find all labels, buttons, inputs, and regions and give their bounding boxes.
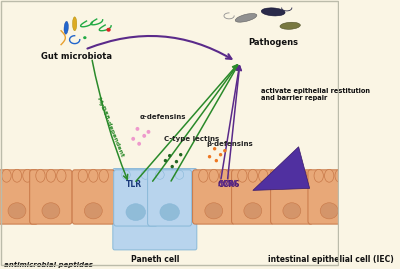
- Ellipse shape: [42, 203, 60, 219]
- Ellipse shape: [168, 154, 171, 157]
- Ellipse shape: [126, 204, 146, 221]
- Ellipse shape: [122, 170, 130, 179]
- Ellipse shape: [131, 137, 135, 141]
- Ellipse shape: [179, 153, 182, 157]
- Text: Pathogens: Pathogens: [248, 38, 298, 47]
- Ellipse shape: [238, 169, 247, 182]
- Ellipse shape: [261, 8, 285, 16]
- FancyBboxPatch shape: [114, 170, 158, 226]
- Ellipse shape: [2, 169, 11, 182]
- Text: intestinal epithelial cell (IEC): intestinal epithelial cell (IEC): [268, 255, 394, 264]
- Ellipse shape: [259, 169, 268, 182]
- Ellipse shape: [160, 204, 180, 221]
- FancyBboxPatch shape: [308, 170, 350, 224]
- Ellipse shape: [314, 169, 323, 182]
- Ellipse shape: [277, 169, 286, 182]
- Ellipse shape: [36, 169, 45, 182]
- Ellipse shape: [223, 149, 226, 153]
- Ellipse shape: [235, 13, 257, 22]
- Ellipse shape: [320, 203, 338, 219]
- FancyBboxPatch shape: [232, 170, 274, 224]
- Polygon shape: [253, 147, 310, 190]
- Ellipse shape: [280, 22, 300, 29]
- Ellipse shape: [283, 203, 301, 219]
- Text: CCR6: CCR6: [218, 180, 240, 189]
- Ellipse shape: [170, 165, 174, 168]
- Ellipse shape: [78, 169, 88, 182]
- Ellipse shape: [89, 169, 98, 182]
- Ellipse shape: [99, 169, 108, 182]
- Ellipse shape: [83, 36, 86, 39]
- Ellipse shape: [335, 169, 344, 182]
- Text: TLR: TLR: [126, 180, 142, 189]
- FancyBboxPatch shape: [113, 169, 197, 250]
- Text: antimicrobial peptides: antimicrobial peptides: [4, 262, 93, 268]
- Ellipse shape: [84, 203, 102, 219]
- Text: β-defensins: β-defensins: [206, 141, 253, 147]
- Ellipse shape: [136, 127, 139, 131]
- Text: Paneth cell: Paneth cell: [131, 255, 180, 264]
- Ellipse shape: [156, 170, 164, 179]
- Ellipse shape: [213, 147, 216, 150]
- Ellipse shape: [298, 169, 307, 182]
- Ellipse shape: [205, 203, 223, 219]
- Ellipse shape: [215, 159, 218, 162]
- Ellipse shape: [142, 134, 146, 138]
- Ellipse shape: [208, 155, 211, 158]
- FancyBboxPatch shape: [148, 170, 192, 226]
- Ellipse shape: [220, 169, 229, 182]
- Ellipse shape: [248, 169, 258, 182]
- Ellipse shape: [72, 17, 77, 31]
- Ellipse shape: [219, 153, 222, 157]
- Text: Gut microbiota: Gut microbiota: [41, 52, 112, 61]
- Ellipse shape: [287, 169, 296, 182]
- Ellipse shape: [209, 169, 218, 182]
- Text: C-type lectins: C-type lectins: [164, 136, 219, 142]
- Ellipse shape: [137, 142, 141, 146]
- Ellipse shape: [164, 159, 167, 162]
- FancyBboxPatch shape: [271, 170, 313, 224]
- Ellipse shape: [106, 28, 111, 32]
- Text: activate epithelial restitution
and barrier repair: activate epithelial restitution and barr…: [261, 88, 370, 101]
- FancyBboxPatch shape: [192, 170, 235, 224]
- Ellipse shape: [64, 21, 68, 34]
- Ellipse shape: [141, 170, 150, 179]
- Ellipse shape: [146, 130, 150, 134]
- Ellipse shape: [175, 170, 184, 179]
- Ellipse shape: [324, 169, 334, 182]
- Text: MyD88-dependent: MyD88-dependent: [95, 96, 124, 158]
- Ellipse shape: [46, 169, 56, 182]
- FancyBboxPatch shape: [30, 170, 72, 224]
- Ellipse shape: [175, 160, 178, 163]
- Text: α-defensins: α-defensins: [139, 114, 186, 120]
- Ellipse shape: [23, 169, 32, 182]
- Ellipse shape: [12, 169, 22, 182]
- Ellipse shape: [199, 169, 208, 182]
- Ellipse shape: [57, 169, 66, 182]
- FancyBboxPatch shape: [0, 170, 38, 224]
- Ellipse shape: [8, 203, 26, 219]
- Ellipse shape: [244, 203, 262, 219]
- FancyBboxPatch shape: [72, 170, 114, 224]
